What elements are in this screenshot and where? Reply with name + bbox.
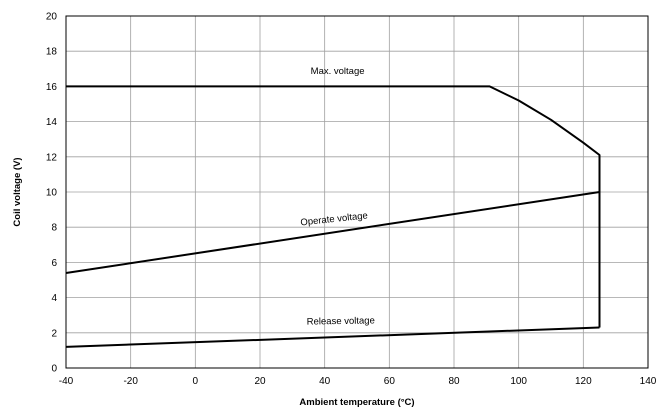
- y-tick-label: 18: [46, 47, 58, 58]
- operate-voltage-line: [65, 191, 601, 328]
- release-voltage-label: Release voltage: [307, 315, 375, 327]
- y-tick-labels: 0 2 4 6 8 10 12 14 16 18 20: [46, 12, 58, 375]
- x-axis-title: Ambient temperature (°C): [299, 397, 414, 408]
- plot-frame: [65, 15, 649, 369]
- x-tick-label: 80: [448, 376, 460, 387]
- y-tick-label: 6: [51, 258, 57, 269]
- y-tick-label: 10: [46, 188, 58, 199]
- x-tick-label: -40: [59, 376, 74, 387]
- x-tick-label: 40: [319, 376, 331, 387]
- x-tick-label: 60: [384, 376, 396, 387]
- x-tick-label: 100: [510, 376, 527, 387]
- x-tick-label: 0: [193, 376, 199, 387]
- x-tick-labels: -40 -20 0 20 40 60 80 100 120 140: [59, 376, 657, 387]
- series-annotations: Max. voltage Operate voltage Release volta…: [300, 66, 375, 328]
- y-tick-label: 14: [46, 117, 58, 128]
- x-tick-label: 20: [254, 376, 266, 387]
- y-tick-label: 12: [46, 152, 58, 163]
- y-tick-label: 16: [46, 82, 58, 93]
- series-lines: [65, 85, 601, 348]
- y-tick-label: 8: [51, 223, 57, 234]
- y-tick-label: 2: [51, 328, 57, 339]
- x-tick-label: 140: [640, 376, 657, 387]
- max-voltage-line: [66, 85, 601, 192]
- max-voltage-label: Max. voltage: [311, 66, 365, 77]
- y-tick-label: 0: [51, 364, 57, 375]
- y-tick-label: 4: [51, 293, 57, 304]
- x-tick-label: -20: [123, 376, 138, 387]
- release-voltage-line: [65, 326, 600, 348]
- y-axis-title: Coil voltage (V): [12, 157, 23, 226]
- x-tick-label: 120: [575, 376, 592, 387]
- operate-voltage-label: Operate voltage: [300, 210, 368, 228]
- y-tick-label: 20: [46, 12, 58, 23]
- plot-border: [65, 15, 649, 369]
